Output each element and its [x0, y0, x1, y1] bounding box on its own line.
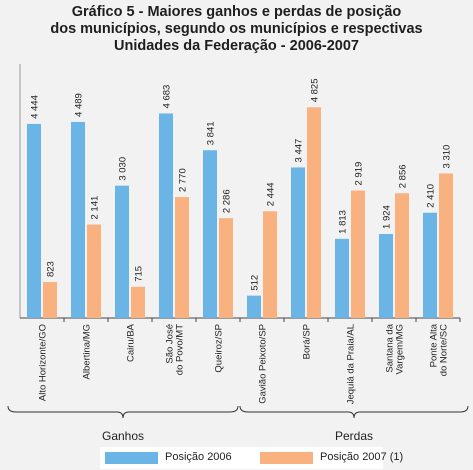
group-label-ganhos: Ganhos	[102, 429, 144, 443]
bar-2007-albertina-mg	[87, 224, 101, 318]
data-label-2007-ponte-alta-do-norte-sc: 3 310	[442, 145, 453, 169]
data-label-2006-alto-horizonte-go: 4 444	[30, 95, 41, 119]
group-bracket-ganhos	[7, 405, 239, 419]
x-tick-label-gaviao-peixoto-sp: Gavião Peixoto/SP	[258, 324, 269, 404]
data-label-2007-bora-sp: 4 825	[310, 78, 321, 102]
x-tick-label-santana-da-vargem-mg: Santana daVargem/MG	[385, 323, 406, 374]
bar-2007-alto-horizonte-go	[43, 282, 57, 318]
bar-2006-santana-da-vargem-mg	[379, 233, 393, 318]
group-bracket-perdas	[239, 405, 469, 419]
bar-2006-ponte-alta-do-norte-sc	[423, 212, 437, 318]
bar-chart: 4 444 823 Alto Horizonte/GO 4 489 2 141 Alber…	[7, 64, 469, 443]
data-label-2006-albertina-mg: 4 489	[74, 93, 85, 117]
x-tick-label-ponte-alta-do-norte-sc: Ponte Altado Norte/SC	[429, 323, 450, 376]
bar-2006-albertina-mg	[71, 121, 85, 318]
data-label-2007-gaviao-peixoto-sp: 2 444	[266, 182, 277, 206]
data-label-2007-albertina-mg: 2 141	[90, 196, 101, 220]
legend-swatch-2006	[105, 452, 158, 464]
data-label-2006-gaviao-peixoto-sp: 512	[250, 275, 261, 291]
chart-title: Gráfico 5 - Maiores ganhos e perdas de p…	[0, 4, 473, 55]
legend-label-2006: Posição 2006	[165, 451, 232, 463]
data-label-2007-sao-jose-do-povo-mt: 2 770	[178, 168, 189, 192]
data-label-2007-queiroz-sp: 2 286	[222, 189, 233, 213]
x-tick-label-jequia-da-praia-al: Jequiá da Praia/AL	[346, 324, 357, 404]
bar-2007-santana-da-vargem-mg	[395, 193, 409, 318]
bar-2007-bora-sp	[307, 107, 321, 318]
data-label-2006-cairu-ba: 3 030	[118, 157, 129, 181]
bar-2007-gaviao-peixoto-sp	[263, 211, 277, 318]
legend-label-2007: Posição 2007 (1)	[320, 451, 404, 463]
x-tick-label-bora-sp: Borá/SP	[302, 324, 313, 359]
bar-2006-queiroz-sp	[203, 150, 217, 318]
bar-2006-gaviao-peixoto-sp	[247, 295, 261, 318]
bar-2006-cairu-ba	[115, 185, 129, 318]
chart-title-line-1: Gráfico 5 - Maiores ganhos e perdas de p…	[71, 4, 402, 20]
data-label-2007-jequia-da-praia-al: 2 919	[354, 162, 365, 186]
bar-2007-sao-jose-do-povo-mt	[175, 197, 189, 318]
group-label-perdas: Perdas	[335, 429, 373, 443]
data-label-2007-cairu-ba: 715	[134, 266, 145, 282]
data-label-2006-bora-sp: 3 447	[294, 139, 305, 163]
data-label-2007-alto-horizonte-go: 823	[46, 261, 57, 277]
chart-title-line-3: Unidades da Federação - 2006-2007	[113, 38, 359, 54]
data-label-2006-sao-jose-do-povo-mt: 4 683	[162, 85, 173, 109]
bar-2006-jequia-da-praia-al	[335, 238, 349, 318]
bar-2006-alto-horizonte-go	[27, 123, 41, 318]
x-tick-label-alto-horizonte-go: Alto Horizonte/GO	[38, 324, 49, 401]
data-label-2006-queiroz-sp: 3 841	[206, 121, 217, 145]
x-tick-label-albertina-mg: Albertina/MG	[82, 324, 93, 379]
chart-title-line-2: dos municípios, segundo os municípios e …	[50, 21, 423, 37]
bar-2006-sao-jose-do-povo-mt	[159, 113, 173, 318]
data-label-2007-santana-da-vargem-mg: 2 856	[398, 164, 409, 188]
bar-2007-cairu-ba	[131, 286, 145, 318]
data-label-2006-jequia-da-praia-al: 1 813	[338, 210, 349, 234]
bar-2007-ponte-alta-do-norte-sc	[439, 173, 453, 318]
bar-2006-bora-sp	[291, 167, 305, 318]
bar-2007-queiroz-sp	[219, 218, 233, 318]
legend-swatch-2007	[260, 452, 313, 464]
x-tick-label-cairu-ba: Cairu/BA	[126, 323, 137, 362]
bar-2007-jequia-da-praia-al	[351, 190, 365, 318]
data-label-2006-santana-da-vargem-mg: 1 924	[382, 205, 393, 229]
x-tick-label-sao-jose-do-povo-mt: São Josédo Povo/MT	[165, 324, 186, 375]
x-tick-label-queiroz-sp: Queiroz/SP	[214, 324, 225, 373]
data-label-2006-ponte-alta-do-norte-sc: 2 410	[426, 184, 437, 208]
legend: Posição 2006 Posição 2007 (1)	[100, 447, 403, 469]
